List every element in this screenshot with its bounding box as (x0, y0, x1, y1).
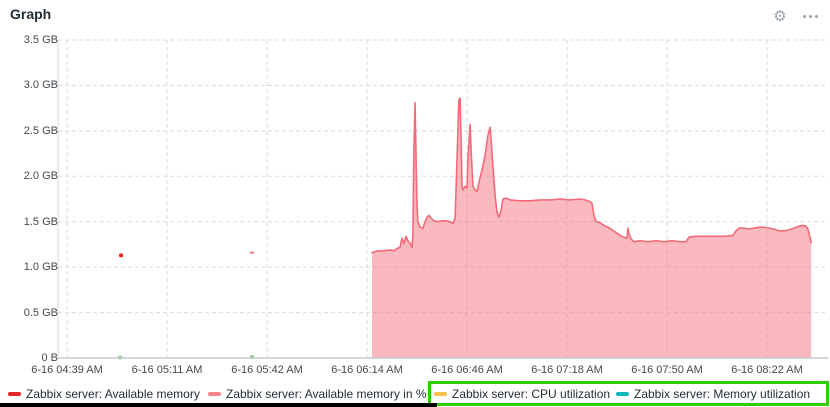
y-axis-label: 0.5 GB (23, 306, 58, 319)
legend-item-cpu-utilization: Zabbix server: CPU utilization (434, 381, 610, 406)
x-axis-label: 6-16 07:50 AM (631, 364, 703, 376)
x-axis-label: 6-16 05:42 AM (231, 364, 303, 376)
widget-title: Graph (10, 6, 52, 22)
legend-highlight-box (428, 381, 829, 406)
widget-header-actions: ⚙ (768, 4, 822, 28)
y-axis-label: 3.0 GB (23, 79, 58, 92)
graph-canvas (57, 39, 828, 360)
legend-label: Zabbix server: Available memory (26, 386, 200, 401)
legend-item-available-memory: Zabbix server: Available memory (8, 381, 200, 406)
x-axis-label: 6-16 05:11 AM (131, 364, 203, 376)
legend-swatch-pink (208, 391, 221, 396)
x-axis-label: 6-16 07:18 AM (531, 364, 603, 376)
legend-label: Zabbix server: Memory utilization (634, 386, 811, 401)
gear-icon: ⚙ (773, 7, 787, 25)
ellipsis-icon (802, 14, 818, 18)
widget-menu-button[interactable] (798, 4, 822, 28)
window-bottom-edge (0, 403, 437, 407)
legend-item-available-memory-percent: Zabbix server: Available memory in % (208, 381, 427, 406)
y-axis-label: 1.0 GB (23, 261, 58, 274)
y-axis-label: 3.5 GB (23, 34, 58, 46)
y-axis-label: 0 B (41, 352, 58, 364)
legend-label: Zabbix server: Available memory in % (226, 386, 427, 401)
widget-settings-button[interactable]: ⚙ (768, 4, 792, 28)
legend-swatch-yellow (434, 391, 447, 396)
legend-swatch-teal (616, 391, 629, 396)
graph-plot-area[interactable]: 3.5 GB 3.0 GB 2.5 GB 2.0 GB 1.5 GB 1.0 GB 0.5 … (0, 0, 830, 380)
legend: Zabbix server: Available memory Zabbix s… (0, 381, 830, 407)
widget-header: Graph ⚙ (0, 0, 830, 30)
x-axis-label: 6-16 06:14 AM (331, 364, 403, 376)
x-axis-label: 6-16 08:22 AM (731, 364, 803, 376)
legend-label: Zabbix server: CPU utilization (452, 386, 611, 401)
y-axis-label: 2.5 GB (23, 124, 58, 137)
legend-item-memory-utilization: Zabbix server: Memory utilization (616, 381, 810, 406)
x-axis-label: 6-16 04:39 AM (31, 364, 103, 376)
x-axis-label: 6-16 06:46 AM (431, 364, 503, 376)
legend-swatch-red (8, 391, 21, 396)
y-axis-label: 1.5 GB (23, 215, 58, 228)
y-axis-label: 2.0 GB (23, 170, 58, 183)
